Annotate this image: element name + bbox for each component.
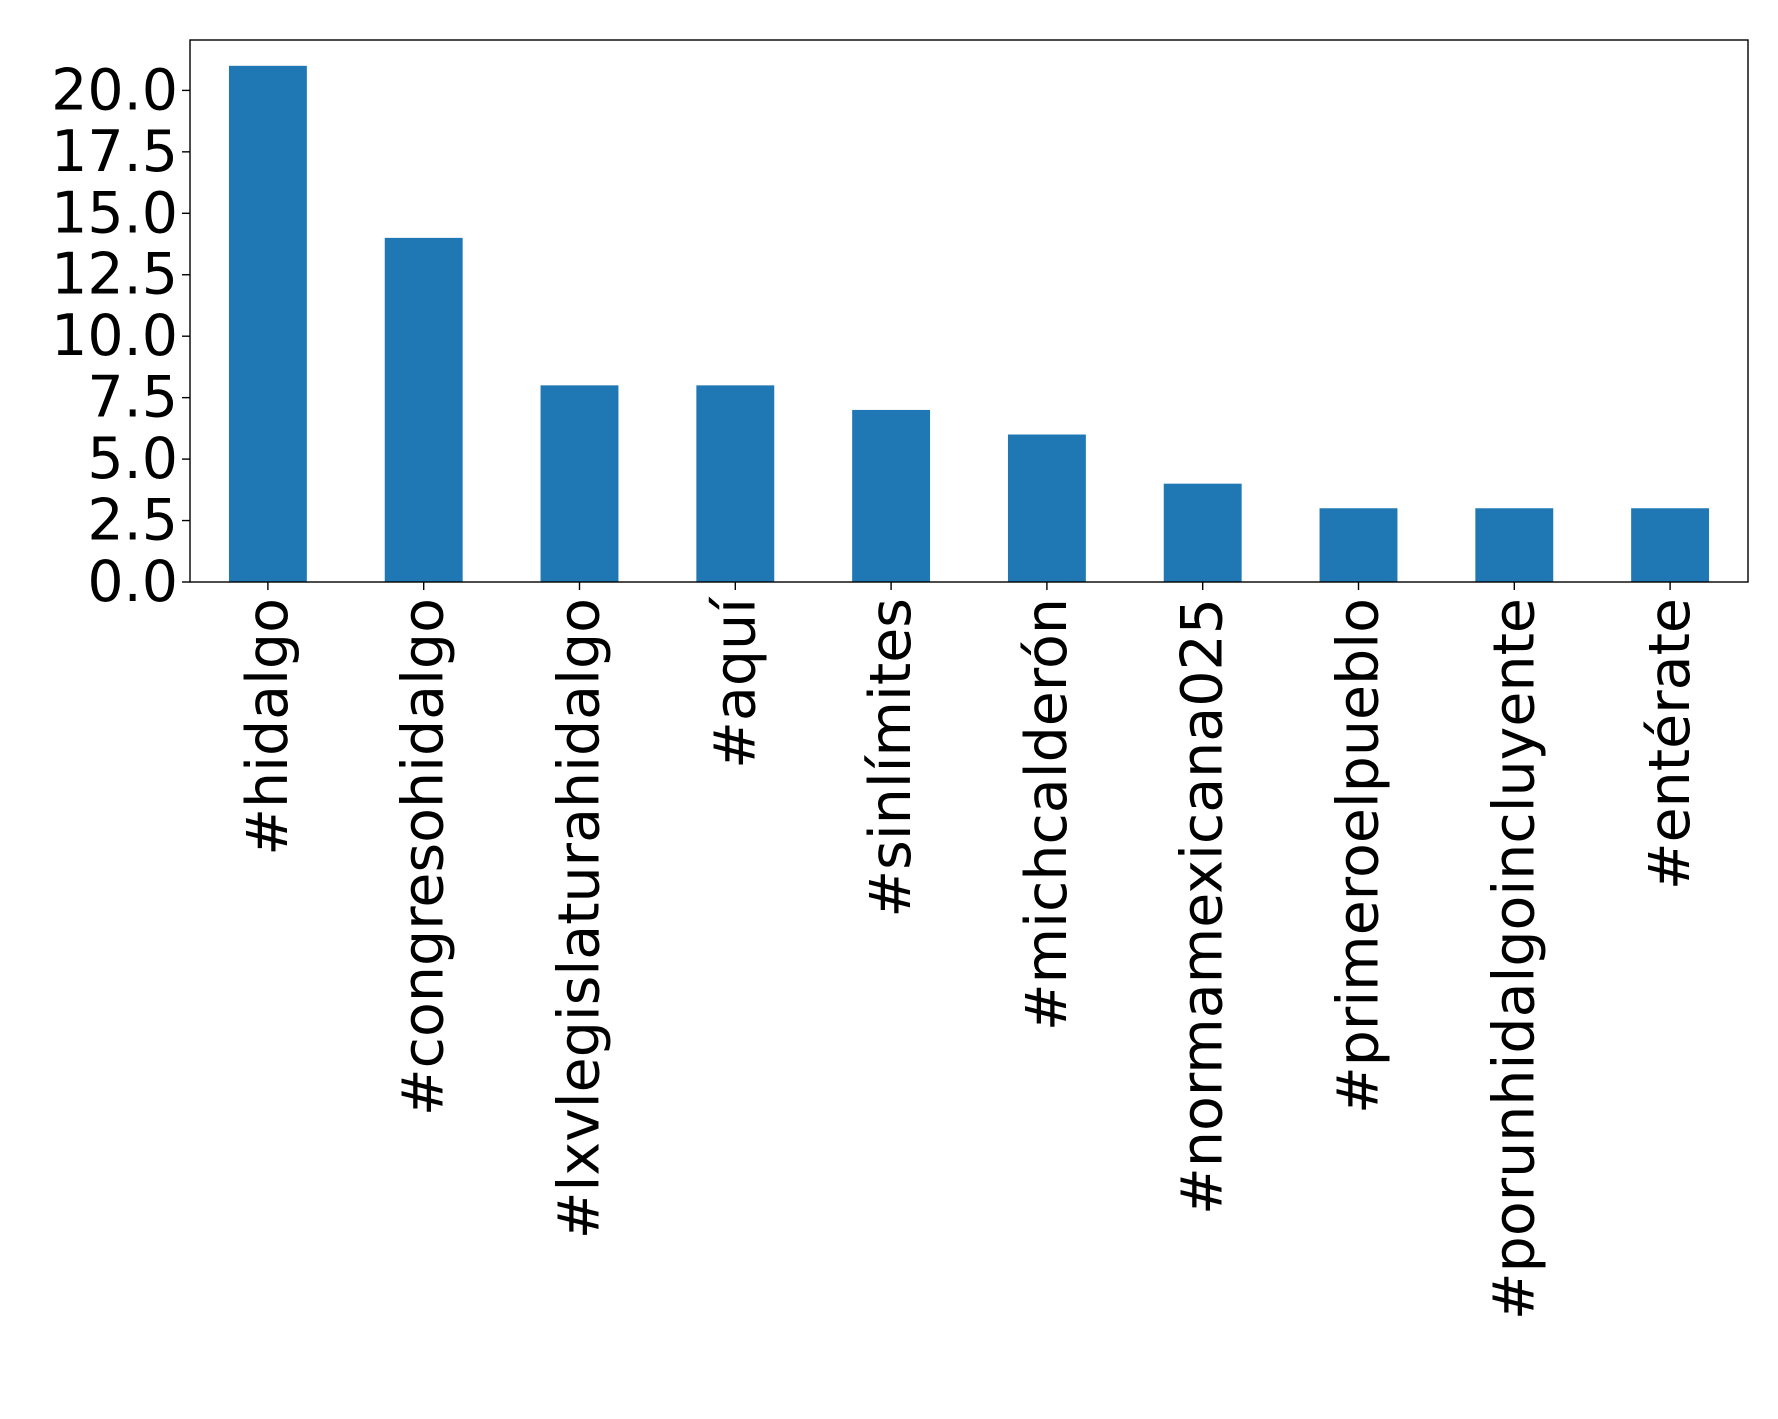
y-tick-label: 7.5 (87, 365, 178, 431)
x-axis: #hidalgo #congresohidalgo #lxvlegislaturah… (235, 582, 1703, 1320)
bar-5 (1007, 434, 1086, 582)
x-tick-label: #porunhidalgoincluyente (1481, 598, 1547, 1320)
bar-4 (852, 409, 931, 582)
bar-0 (228, 65, 307, 583)
bar-1 (384, 237, 463, 582)
x-tick-label: #congresohidalgo (391, 598, 457, 1116)
x-tick-label: #lxvlegislaturahidalgo (547, 598, 613, 1239)
y-tick-label: 17.5 (51, 119, 178, 185)
x-tick-label: #aquí (702, 596, 768, 769)
bar-6 (1163, 483, 1242, 582)
bar-9 (1631, 508, 1710, 582)
bar-3 (696, 385, 775, 582)
y-tick-label: 2.5 (87, 488, 178, 554)
bars-layer (228, 65, 1710, 583)
x-tick-label: #sinlímites (858, 598, 924, 918)
x-tick-label: #normamexicana025 (1170, 598, 1236, 1215)
x-tick-label: #michcalderón (1014, 598, 1080, 1031)
x-tick-label: #entérate (1637, 598, 1703, 890)
y-tick-label: 20.0 (51, 57, 178, 123)
bar-8 (1475, 508, 1554, 582)
y-tick-label: 10.0 (51, 303, 178, 369)
y-tick-label: 15.0 (51, 180, 178, 246)
y-tick-label: 0.0 (87, 549, 178, 615)
y-tick-label: 5.0 (87, 426, 178, 492)
bar-7 (1319, 508, 1398, 582)
y-tick-label: 12.5 (51, 242, 178, 308)
y-axis: 0.02.55.07.510.012.515.017.520.0 (51, 57, 190, 615)
x-tick-label: #hidalgo (235, 598, 301, 856)
plot-area-frame (189, 39, 1749, 583)
x-tick-label: #primeroelpueblo (1326, 598, 1392, 1114)
bar-2 (540, 385, 619, 582)
